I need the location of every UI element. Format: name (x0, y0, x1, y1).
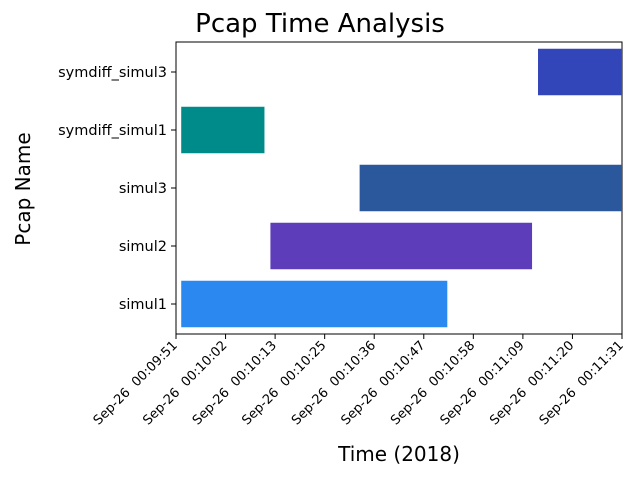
bar-symdiff-simul1 (179, 105, 266, 155)
y-tick-label: symdiff_simul1 (58, 123, 167, 139)
x-axis-label: Time (2018) (337, 442, 460, 466)
x-tick-label: Sep-26 00:09:51 (91, 338, 181, 428)
x-tick-label: Sep-26 00:10:02 (140, 338, 230, 428)
bar-simul1 (179, 279, 449, 329)
y-tick-label: symdiff_simul3 (58, 65, 167, 81)
y-tick-label: simul1 (119, 297, 167, 313)
bar-symdiff-simul3 (536, 47, 623, 97)
y-ticks: simul1 simul2 simul3 symdiff_simul1 symdiff_… (58, 65, 176, 313)
chart-title: Pcap Time Analysis (195, 9, 445, 39)
x-tick-label: Sep-26 00:10:25 (239, 338, 329, 428)
bar-simul2 (268, 221, 534, 271)
y-axis-label: Pcap Name (11, 132, 35, 245)
x-tick-label: Sep-26 00:11:20 (487, 338, 577, 428)
x-tick-label: Sep-26 00:11:09 (438, 338, 528, 428)
bar-simul3 (358, 163, 623, 213)
y-tick-label: simul2 (119, 239, 167, 255)
x-tick-label: Sep-26 00:10:36 (289, 338, 379, 428)
x-tick-label: Sep-26 00:11:31 (537, 338, 627, 428)
x-tick-label: Sep-26 00:10:58 (388, 338, 478, 428)
x-tick-label: Sep-26 00:10:13 (190, 338, 280, 428)
x-tick-label: Sep-26 00:10:47 (339, 338, 429, 428)
bars-layer (179, 47, 623, 329)
y-tick-label: simul3 (119, 181, 167, 197)
